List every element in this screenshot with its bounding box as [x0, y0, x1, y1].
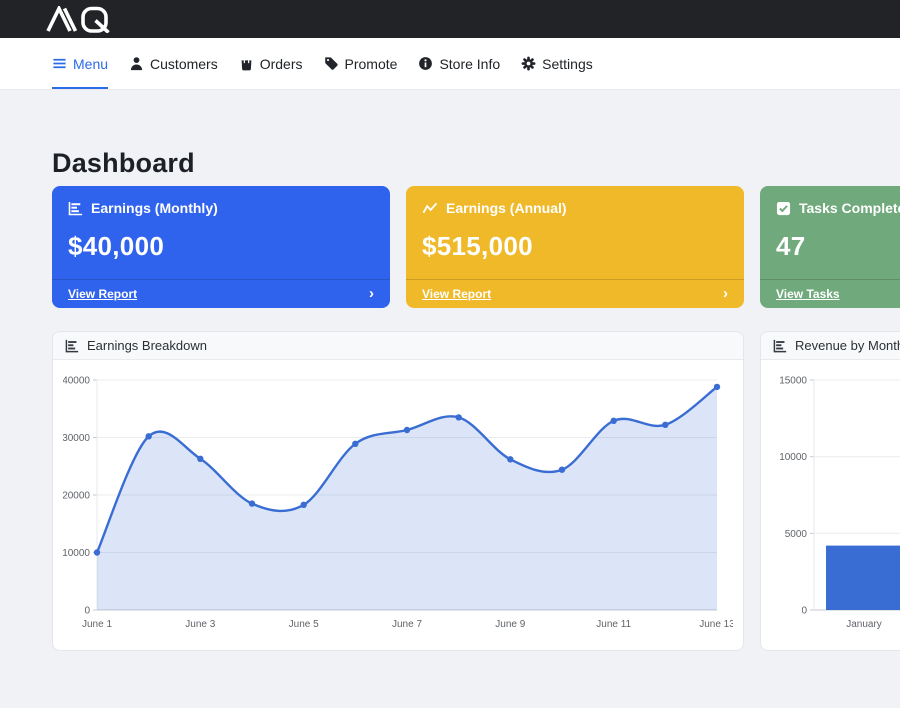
- page-title: Dashboard: [52, 148, 195, 178]
- chart-title: Revenue by Month: [795, 338, 900, 353]
- line-chart-icon: [422, 202, 438, 213]
- svg-text:10000: 10000: [63, 548, 90, 559]
- earnings-monthly-card: Earnings (Monthly) $40,000 View Report ›: [52, 186, 390, 308]
- view-report-link[interactable]: View Report: [422, 286, 492, 301]
- nav-item-orders[interactable]: Orders: [239, 38, 303, 89]
- revenue-by-month-card: Revenue by Month 0 5000 10000 15000 January: [760, 331, 900, 651]
- view-report-link[interactable]: View Report: [68, 286, 138, 301]
- stat-card-value: $515,000: [422, 231, 533, 261]
- nav-item-store-info[interactable]: Store Info: [418, 38, 500, 89]
- svg-text:June 1: June 1: [82, 619, 112, 630]
- stat-card-value: 47: [776, 231, 806, 261]
- check-square-icon: [776, 201, 791, 215]
- charts-row: Earnings Breakdown 0 10000 20000 30000 40000…: [52, 331, 900, 651]
- chevron-right-icon: ›: [723, 285, 728, 302]
- svg-text:June 7: June 7: [392, 619, 422, 630]
- svg-text:10000: 10000: [779, 452, 807, 463]
- chevron-right-icon: ›: [369, 285, 374, 302]
- bar-chart-icon: [65, 339, 79, 352]
- nav-item-settings[interactable]: Settings: [521, 38, 593, 89]
- nav-item-label: Customers: [150, 55, 218, 72]
- svg-text:5000: 5000: [785, 529, 808, 540]
- earnings-breakdown-chart: 0 10000 20000 30000 40000 June 1 June 3 June 5 J…: [63, 376, 733, 631]
- shopping-bag-icon: [241, 57, 252, 71]
- hamburger-icon: [53, 58, 66, 69]
- revenue-by-month-chart: 0 5000 10000 15000 January: [779, 376, 900, 630]
- nav-item-menu[interactable]: Menu: [52, 38, 109, 89]
- bar-chart-icon: [68, 201, 83, 215]
- gear-icon: [521, 56, 536, 71]
- bar-chart-icon: [773, 339, 787, 352]
- stat-card-value: $40,000: [68, 231, 165, 261]
- earnings-annual-card: Earnings (Annual) $515,000 View Report ›: [406, 186, 744, 308]
- svg-text:June 5: June 5: [289, 619, 319, 630]
- main-nav: Menu Customers Orders Promote: [0, 38, 900, 90]
- stat-card-title: Earnings (Monthly): [91, 200, 218, 216]
- nav-item-promote[interactable]: Promote: [324, 38, 398, 89]
- stat-card-title: Earnings (Annual): [446, 200, 567, 216]
- nav-item-label: Promote: [344, 55, 398, 72]
- svg-text:0: 0: [801, 606, 807, 617]
- svg-text:0: 0: [84, 606, 90, 617]
- tasks-completed-card: Tasks Completed 47 View Tasks ›: [760, 186, 900, 308]
- main-content: Dashboard Earnings (Monthly) $40,000: [0, 148, 900, 651]
- svg-text:June 13: June 13: [699, 619, 733, 630]
- nav-item-label: Orders: [259, 55, 303, 72]
- svg-text:20000: 20000: [63, 491, 90, 502]
- chart-title: Earnings Breakdown: [87, 338, 207, 353]
- nav-item-customers[interactable]: Customers: [129, 38, 218, 89]
- svg-text:30000: 30000: [63, 433, 90, 444]
- nav-item-label: Store Info: [439, 55, 501, 72]
- brand-logo-icon: [46, 5, 110, 33]
- nav-item-label: Menu: [73, 55, 109, 72]
- view-tasks-link[interactable]: View Tasks: [776, 286, 840, 301]
- svg-text:40000: 40000: [63, 376, 90, 387]
- svg-text:June 11: June 11: [596, 619, 631, 630]
- tag-icon: [324, 57, 338, 70]
- stat-card-title: Tasks Completed: [799, 200, 900, 216]
- earnings-breakdown-card: Earnings Breakdown 0 10000 20000 30000 40000…: [52, 331, 744, 651]
- svg-text:January: January: [846, 619, 882, 630]
- nav-item-label: Settings: [542, 55, 593, 72]
- svg-text:June 3: June 3: [185, 619, 215, 630]
- top-bar: [0, 0, 900, 38]
- stat-cards-row: Earnings (Monthly) $40,000 View Report ›…: [52, 186, 900, 308]
- person-icon: [130, 57, 143, 71]
- info-circle-icon: [419, 57, 433, 70]
- svg-text:15000: 15000: [779, 376, 807, 387]
- svg-text:June 9: June 9: [495, 619, 525, 630]
